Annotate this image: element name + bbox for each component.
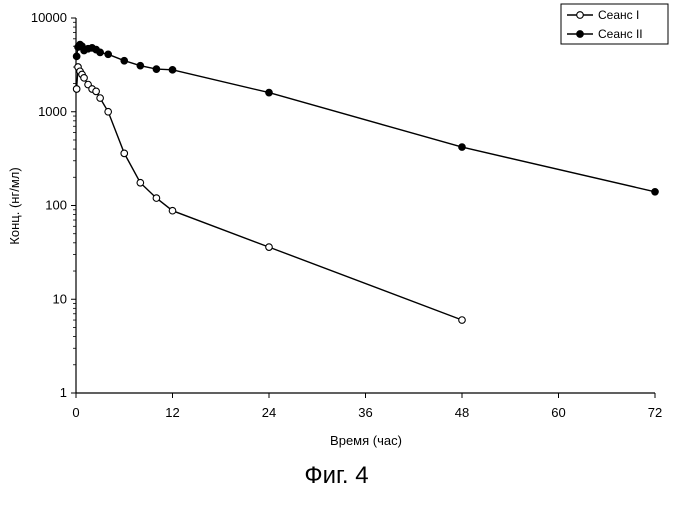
x-tick-label: 60 [551,405,565,420]
y-tick-label: 1 [60,385,67,400]
data-point-seans-1 [266,244,273,251]
data-point-seans-1 [459,317,466,324]
data-point-seans-2 [97,49,104,56]
data-point-seans-1 [121,150,128,157]
data-point-seans-1 [93,88,100,95]
y-tick-label: 100 [45,198,67,213]
x-tick-label: 12 [165,405,179,420]
data-point-seans-2 [169,67,176,74]
x-tick-label: 36 [358,405,372,420]
y-tick-label: 10 [53,291,67,306]
data-point-seans-2 [153,66,160,73]
y-tick-label: 10000 [31,10,67,25]
legend-marker [577,31,584,38]
axes: 1 10 100 1000 10000 0 12 24 36 48 60 72 [31,10,662,420]
data-point-seans-1 [81,75,88,82]
figure-caption: Фиг. 4 [0,462,673,490]
data-point-seans-1 [153,195,160,202]
data-point-seans-2 [652,189,659,196]
x-axis-label: Время (час) [330,433,402,448]
y-tick-label: 1000 [38,104,67,119]
data-point-seans-2 [121,57,128,64]
legend-label: Сеанс II [598,27,643,41]
legend: Сеанс I Сеанс II [561,4,668,44]
series-line-seans-1 [77,67,462,320]
x-tick-label: 24 [262,405,276,420]
data-point-seans-1 [137,179,144,186]
legend-label: Сеанс I [598,8,639,22]
x-tick-label: 72 [648,405,662,420]
data-point-seans-2 [266,89,273,96]
legend-marker [577,12,584,19]
series-points [73,41,658,323]
data-point-seans-2 [105,51,112,58]
data-point-seans-2 [137,62,144,69]
y-axis-label: Конц. (нг/мл) [7,167,22,244]
data-point-seans-2 [459,144,466,151]
data-point-seans-1 [105,108,112,115]
data-point-seans-1 [169,207,176,214]
series-lines [77,45,655,320]
data-point-seans-1 [97,95,104,102]
x-tick-label: 48 [455,405,469,420]
series-line-seans-2 [77,45,655,192]
data-point-seans-2 [73,53,80,60]
data-point-seans-1 [73,86,80,93]
x-tick-label: 0 [72,405,79,420]
